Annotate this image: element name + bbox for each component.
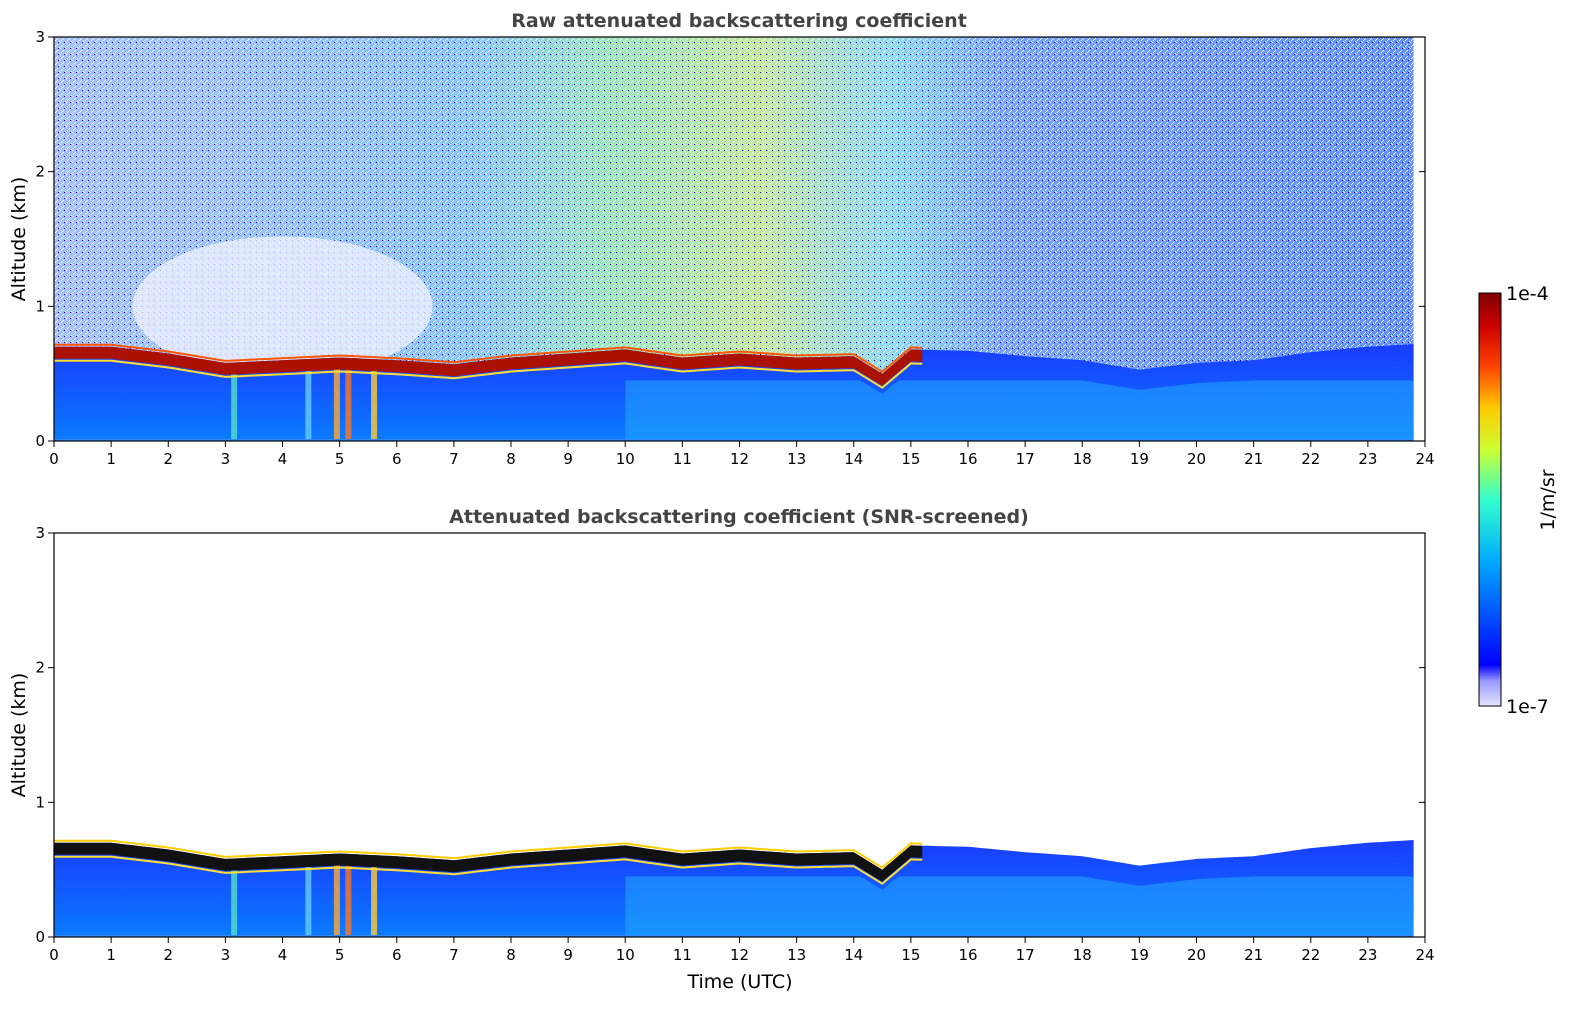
y-tick-label: 0 — [35, 432, 45, 450]
near-surface-region — [625, 876, 1414, 937]
colorbar-gradient — [1478, 292, 1502, 707]
screened-plot-area — [54, 533, 1425, 937]
colorbar: 1e-4 1e-7 1/m/sr — [1478, 283, 1559, 718]
x-tick-label: 12 — [730, 946, 749, 964]
x-tick-label: 3 — [221, 450, 231, 468]
x-tick-label: 17 — [1016, 450, 1035, 468]
x-tick-label: 23 — [1358, 450, 1377, 468]
x-tick-label: 3 — [221, 946, 231, 964]
x-tick-label: 21 — [1244, 450, 1263, 468]
x-tick-label: 22 — [1301, 450, 1320, 468]
x-tick-label: 6 — [392, 946, 402, 964]
cloud-layer-edge — [54, 343, 923, 373]
x-tick-label: 16 — [958, 946, 977, 964]
precip-streak — [231, 369, 238, 441]
x-tick-label: 10 — [616, 450, 635, 468]
x-tick-label: 10 — [616, 946, 635, 964]
x-tick-label: 9 — [563, 946, 573, 964]
x-tick-label: 11 — [673, 450, 692, 468]
x-tick-label: 15 — [901, 450, 920, 468]
x-tick-label: 19 — [1130, 450, 1149, 468]
cloud-layer-band — [54, 842, 923, 882]
x-tick-label: 7 — [449, 450, 459, 468]
near-surface-region — [625, 380, 1414, 441]
x-tick-label: 15 — [901, 946, 920, 964]
x-tick-label: 17 — [1016, 946, 1035, 964]
y-tick-label: 2 — [35, 163, 45, 181]
x-tick-label: 20 — [1187, 450, 1206, 468]
x-tick-label: 1 — [106, 450, 116, 468]
x-tick-label: 5 — [335, 450, 345, 468]
colorbar-max-label: 1e-4 — [1506, 283, 1549, 305]
x-axis-label: Time (UTC) — [686, 971, 792, 993]
precip-streak — [345, 364, 352, 441]
x-tick-label: 16 — [958, 450, 977, 468]
x-tick-label: 14 — [844, 450, 863, 468]
low-signal-region — [132, 236, 433, 377]
x-tick-label: 24 — [1415, 946, 1434, 964]
precip-streak — [305, 365, 312, 441]
raw-panel: Raw attenuated backscattering coefficien… — [8, 10, 1435, 468]
x-tick-label: 4 — [278, 450, 288, 468]
raw-panel-title: Raw attenuated backscattering coefficien… — [511, 10, 967, 32]
y-tick-label: 3 — [35, 28, 45, 46]
raw-axes: 0 1 2 3 4 5 6 7 8 9 10 11 12 13 14 15 16 17 18 19 20 21 22 23 24… — [35, 28, 1434, 468]
precip-streak — [305, 861, 312, 937]
colorbar-unit-label: 1/m/sr — [1537, 469, 1559, 530]
x-tick-label: 19 — [1130, 946, 1149, 964]
x-tick-label: 5 — [335, 946, 345, 964]
x-tick-label: 2 — [163, 450, 173, 468]
x-tick-label: 23 — [1358, 946, 1377, 964]
y-tick-label: 1 — [35, 297, 45, 315]
x-tick-label: 18 — [1073, 946, 1092, 964]
x-tick-label: 4 — [278, 946, 288, 964]
precip-streak — [371, 861, 378, 937]
x-tick-label: 24 — [1415, 450, 1434, 468]
x-tick-label: 13 — [787, 946, 806, 964]
x-tick-label: 1 — [106, 946, 116, 964]
x-tick-label: 6 — [392, 450, 402, 468]
x-tick-label: 18 — [1073, 450, 1092, 468]
screened-axes: 0 1 2 3 4 5 6 7 8 9 10 11 12 13 14 15 16 17 18 19 20 21 22 23 24… — [35, 524, 1434, 964]
x-tick-label: 21 — [1244, 946, 1263, 964]
cloud-layer-edge — [54, 359, 923, 389]
y-tick-label: 1 — [35, 793, 45, 811]
raw-plot-area — [54, 37, 1425, 441]
y-tick-label: 0 — [35, 928, 45, 946]
cloud-layer-band — [54, 346, 923, 386]
precip-streak — [231, 865, 238, 937]
x-tick-label: 13 — [787, 450, 806, 468]
raw-y-axis-label: Altitude (km) — [8, 177, 30, 302]
x-tick-label: 14 — [844, 946, 863, 964]
precip-streak — [371, 365, 378, 441]
precip-streak — [345, 860, 352, 937]
screened-panel: Attenuated backscattering coefficient (S… — [8, 506, 1435, 993]
precip-streak — [333, 860, 340, 937]
y-tick-label: 3 — [35, 524, 45, 542]
cloud-layer-edge — [54, 855, 923, 885]
x-tick-label: 0 — [49, 450, 59, 468]
screened-panel-title: Attenuated backscattering coefficient (S… — [449, 506, 1029, 528]
x-tick-label: 11 — [673, 946, 692, 964]
x-tick-label: 9 — [563, 450, 573, 468]
x-tick-label: 0 — [49, 946, 59, 964]
x-tick-label: 8 — [506, 946, 516, 964]
x-tick-label: 2 — [163, 946, 173, 964]
y-tick-label: 2 — [35, 659, 45, 677]
x-tick-label: 7 — [449, 946, 459, 964]
x-tick-label: 12 — [730, 450, 749, 468]
x-tick-label: 20 — [1187, 946, 1206, 964]
precip-streak — [333, 364, 340, 441]
colorbar-min-label: 1e-7 — [1506, 696, 1549, 718]
x-tick-label: 8 — [506, 450, 516, 468]
screened-y-axis-label: Altitude (km) — [8, 673, 30, 798]
x-tick-label: 22 — [1301, 946, 1320, 964]
cloud-layer-edge — [54, 839, 923, 869]
